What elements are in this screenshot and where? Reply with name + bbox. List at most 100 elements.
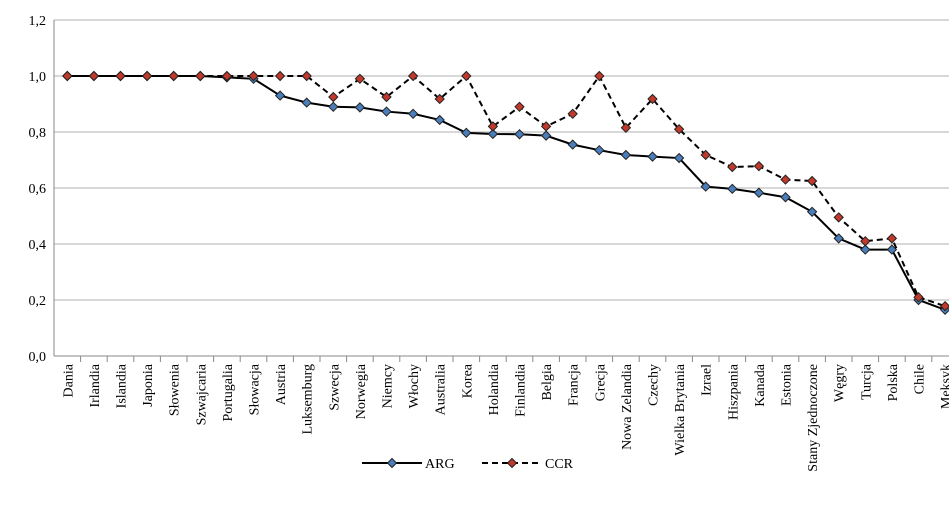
marker <box>620 149 632 161</box>
y-tick-label: 0,2 <box>29 294 47 309</box>
marker <box>487 121 499 132</box>
marker <box>461 70 472 82</box>
marker <box>753 187 765 198</box>
marker <box>567 139 578 150</box>
marker <box>620 122 632 134</box>
marker <box>88 70 100 82</box>
series-line <box>67 75 946 311</box>
x-tick-label: Norwegia <box>354 363 369 419</box>
marker <box>407 108 419 120</box>
marker <box>381 91 392 103</box>
marker <box>354 102 366 113</box>
marker <box>860 235 871 247</box>
x-tick-label: Słowenia <box>168 363 183 416</box>
marker <box>594 70 605 82</box>
marker <box>886 233 898 244</box>
x-tick-label: Francja <box>567 363 582 406</box>
x-tick-label: Islandia <box>115 363 130 408</box>
marker <box>274 70 286 82</box>
marker <box>673 123 685 135</box>
marker <box>248 70 259 82</box>
x-tick-label: Kanada <box>753 363 768 407</box>
y-tick-label: 0,6 <box>29 182 47 197</box>
marker <box>301 97 312 108</box>
marker <box>461 127 472 139</box>
series-line <box>67 74 946 308</box>
x-tick-label: Polska <box>886 363 901 401</box>
y-tick-label: 1,2 <box>29 14 47 29</box>
marker <box>860 244 871 255</box>
x-tick-label: Grecja <box>593 363 608 401</box>
marker <box>780 192 791 203</box>
marker <box>115 70 126 82</box>
marker <box>381 106 392 117</box>
x-tick-label: Luksemburg <box>301 364 316 435</box>
marker <box>886 244 898 255</box>
legend-marker <box>506 457 518 469</box>
x-tick-label: Włochy <box>407 364 422 408</box>
legend-marker <box>386 457 398 469</box>
x-tick-label: Hiszpania <box>726 363 741 420</box>
marker <box>939 300 949 312</box>
x-tick-label: Turcja <box>859 363 874 400</box>
x-tick-label: Dania <box>61 363 76 397</box>
marker <box>514 129 525 140</box>
legend-label: CCR <box>545 457 574 472</box>
x-tick-label: Niemcy <box>381 364 396 408</box>
marker <box>700 181 711 192</box>
x-tick-label: Belgia <box>540 363 555 400</box>
x-tick-label: Stany Zjednoczone <box>806 364 821 472</box>
legend-label: ARG <box>425 457 455 472</box>
marker <box>833 212 844 223</box>
marker <box>62 70 73 82</box>
marker <box>434 93 445 105</box>
x-tick-label: Meksyk <box>939 364 949 409</box>
marker <box>594 144 605 156</box>
marker <box>301 70 312 82</box>
marker <box>434 114 445 126</box>
x-tick-label: Estonia <box>780 363 795 406</box>
x-tick-label: Szwecja <box>327 363 342 410</box>
marker <box>806 206 818 218</box>
x-tick-label: Słowacja <box>248 363 263 415</box>
x-tick-label: Finlandia <box>514 363 529 417</box>
marker <box>354 73 366 85</box>
y-tick-label: 0,4 <box>29 238 47 253</box>
y-tick-label: 1,0 <box>29 70 47 85</box>
marker <box>780 174 791 185</box>
marker <box>195 70 206 82</box>
y-tick-label: 0,8 <box>29 126 47 141</box>
marker <box>407 70 419 82</box>
x-tick-label: Portugalia <box>221 363 236 421</box>
x-tick-label: Japonia <box>141 363 156 407</box>
marker <box>833 233 844 244</box>
marker <box>540 121 552 132</box>
marker <box>141 70 153 82</box>
y-tick-label: 0,0 <box>29 350 47 365</box>
marker <box>487 128 499 140</box>
x-tick-label: Czechy <box>647 364 662 406</box>
x-tick-label: Nowa Zelandia <box>620 363 635 450</box>
x-tick-label: Chile <box>913 364 928 394</box>
marker <box>328 101 339 113</box>
marker <box>647 93 658 105</box>
marker <box>514 101 525 113</box>
x-tick-label: Wielka Brytania <box>673 363 688 455</box>
x-tick-label: Izrael <box>700 364 715 396</box>
marker <box>328 91 339 103</box>
x-tick-label: Austria <box>274 363 289 405</box>
marker <box>274 90 286 101</box>
marker <box>753 160 765 172</box>
marker <box>540 130 552 141</box>
marker <box>700 149 711 161</box>
x-tick-label: Australia <box>434 363 449 415</box>
marker <box>567 108 578 120</box>
marker <box>673 152 685 164</box>
marker <box>168 70 179 82</box>
x-tick-label: Szwajcaria <box>194 363 209 425</box>
x-tick-label: Węgry <box>833 364 848 402</box>
marker <box>913 291 924 303</box>
x-tick-label: Irlandia <box>88 363 103 407</box>
marker <box>727 183 738 195</box>
